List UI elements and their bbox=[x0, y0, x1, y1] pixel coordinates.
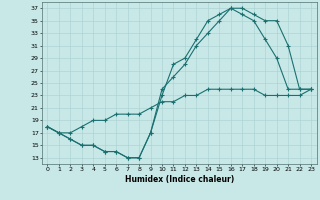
X-axis label: Humidex (Indice chaleur): Humidex (Indice chaleur) bbox=[124, 175, 234, 184]
